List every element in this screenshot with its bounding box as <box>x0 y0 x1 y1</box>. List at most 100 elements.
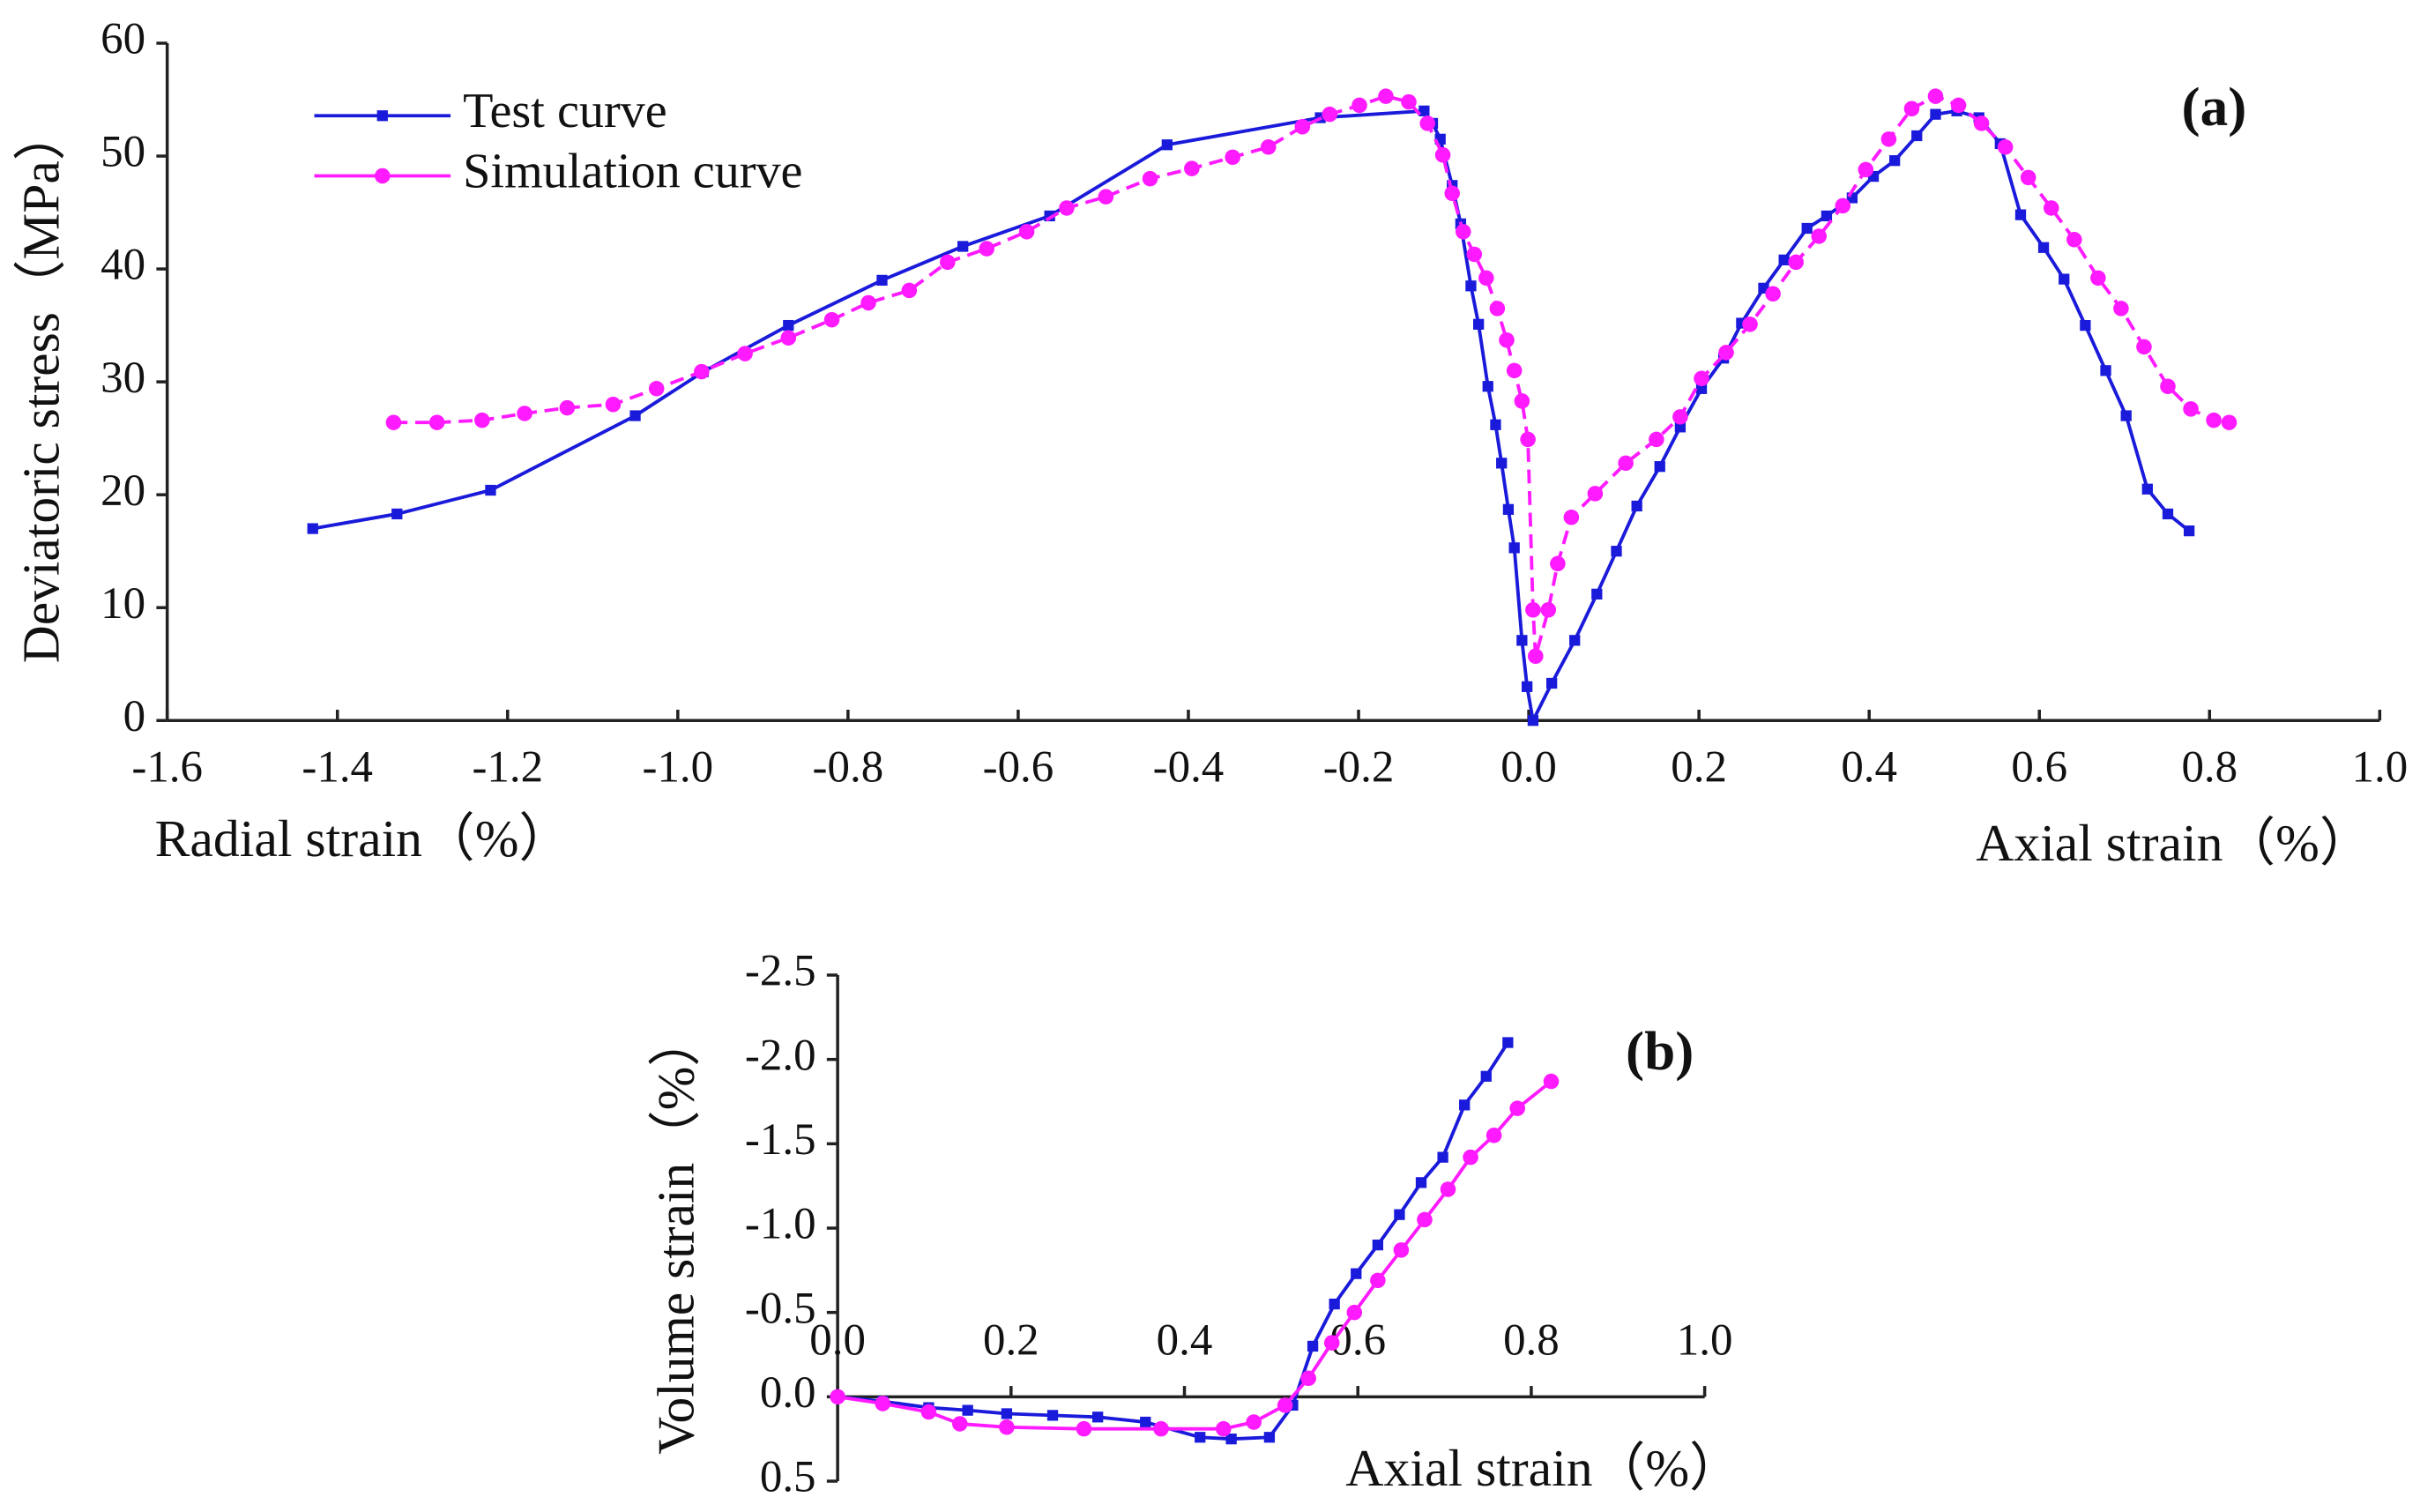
marker <box>1502 1037 1514 1048</box>
marker <box>1018 224 1035 240</box>
x-tick-label: 0.0 <box>1500 742 1557 792</box>
marker <box>1543 1073 1560 1090</box>
marker <box>1001 1408 1013 1419</box>
marker <box>1540 602 1557 618</box>
marker <box>1329 1298 1340 1310</box>
annotation: (b) <box>1626 1020 1694 1082</box>
y-tick-label: 30 <box>101 353 145 402</box>
marker <box>1098 189 1114 205</box>
marker <box>1153 1420 1169 1437</box>
marker <box>559 399 576 416</box>
marker <box>1434 147 1451 163</box>
marker <box>428 414 445 430</box>
x-tick-label: -1.2 <box>472 742 543 792</box>
marker <box>1950 97 1967 114</box>
marker <box>920 1404 937 1420</box>
x-tick-label: 1.0 <box>1677 1315 1733 1365</box>
marker <box>1506 362 1523 379</box>
marker <box>952 1416 968 1432</box>
marker <box>1459 1099 1471 1111</box>
marker <box>875 1396 891 1411</box>
marker <box>1092 1411 1104 1423</box>
marker <box>2014 209 2027 220</box>
marker <box>830 1389 845 1405</box>
marker <box>2120 410 2132 421</box>
marker <box>1370 1272 1386 1289</box>
marker <box>2090 270 2106 287</box>
marker <box>1888 155 1901 167</box>
marker <box>1046 1410 1059 1421</box>
marker <box>1672 409 1688 425</box>
marker <box>1778 254 1790 265</box>
legend-marker <box>375 168 391 184</box>
y-tick-label: 40 <box>101 240 145 289</box>
y-tick-label: -1.0 <box>745 1199 816 1248</box>
marker <box>391 508 403 520</box>
x-tick-label: -0.4 <box>1153 742 1225 792</box>
marker <box>1514 393 1530 409</box>
y-tick-label: 10 <box>101 578 145 628</box>
marker <box>823 311 840 328</box>
x-tick-label: -1.0 <box>643 742 714 792</box>
marker <box>1184 160 1200 176</box>
marker <box>1516 635 1528 646</box>
marker <box>474 412 490 428</box>
marker <box>1765 286 1781 302</box>
marker <box>2221 414 2238 430</box>
x-tick-label: -0.8 <box>813 742 884 792</box>
marker <box>1401 93 1417 110</box>
y-axis-label: Deviatoric stress（MPa） <box>11 108 70 663</box>
marker <box>1499 331 1515 348</box>
marker <box>2020 169 2037 186</box>
marker <box>1587 486 1604 502</box>
marker <box>648 381 665 397</box>
marker <box>1215 1420 1232 1437</box>
marker <box>1372 1240 1383 1251</box>
y-tick-label: 20 <box>101 466 145 515</box>
x-tick-label: 0.6 <box>1329 1315 1386 1365</box>
marker <box>876 274 888 287</box>
marker <box>385 414 402 430</box>
marker <box>1444 185 1460 202</box>
marker <box>1466 246 1483 263</box>
legend-label: Simulation curve <box>463 144 802 198</box>
marker <box>2206 412 2222 428</box>
x-tick-label: 0.8 <box>2181 742 2238 792</box>
marker <box>1465 280 1477 292</box>
marker <box>1161 139 1173 151</box>
y-tick-label: 50 <box>101 127 145 176</box>
marker <box>1811 228 1828 244</box>
marker <box>1496 458 1508 469</box>
y-tick-label: 0.5 <box>760 1452 816 1501</box>
marker <box>694 363 710 380</box>
x-tick-label: 0.0 <box>809 1315 866 1365</box>
marker <box>1486 1128 1502 1143</box>
marker <box>1527 715 1539 726</box>
marker <box>962 1404 973 1416</box>
marker <box>1525 602 1541 618</box>
marker <box>1618 455 1634 472</box>
marker <box>1997 139 2014 155</box>
marker <box>860 294 876 311</box>
marker <box>1550 555 1566 572</box>
marker <box>1351 1268 1362 1279</box>
marker <box>2113 301 2129 317</box>
y-tick-label: -1.5 <box>745 1114 816 1164</box>
marker <box>1631 500 1642 512</box>
marker <box>1419 115 1435 131</box>
x-tick-label: -1.6 <box>131 742 203 792</box>
series-line <box>837 1041 1509 1441</box>
marker <box>2183 525 2195 537</box>
marker <box>1437 1151 1448 1163</box>
marker <box>2043 200 2059 216</box>
marker <box>2136 339 2152 355</box>
marker <box>1489 301 1506 317</box>
marker <box>1351 97 1367 114</box>
marker <box>780 330 797 346</box>
x-tick-label: -1.4 <box>302 742 373 792</box>
marker <box>1394 1209 1405 1220</box>
marker <box>517 406 532 421</box>
marker <box>1195 1432 1206 1443</box>
x-tick-label: 0.4 <box>1841 742 1897 792</box>
